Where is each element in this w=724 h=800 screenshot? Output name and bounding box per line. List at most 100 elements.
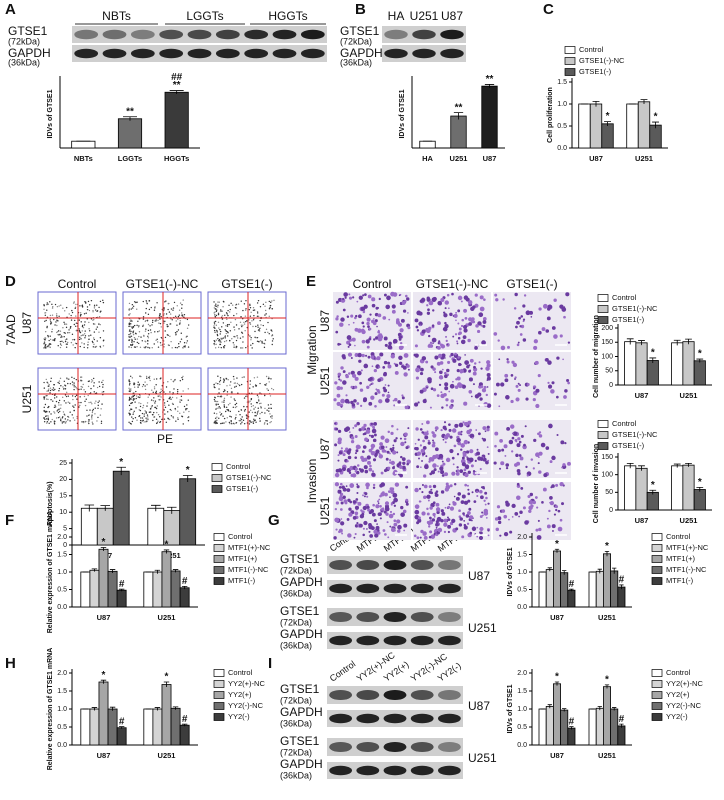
flow-dot [255, 385, 256, 386]
flow-dot [156, 408, 157, 409]
flow-dot [224, 345, 225, 346]
flow-dot [47, 415, 48, 416]
flow-dot [159, 313, 160, 314]
y-axis-label: IDVs of GTSE1 [507, 547, 514, 596]
cell [520, 315, 523, 318]
flow-dot [258, 300, 259, 301]
blot-band [412, 30, 436, 40]
y-axis-label: Cell proliferation [547, 87, 554, 143]
flow-dot [227, 326, 228, 327]
flow-dot [56, 401, 57, 402]
flow-dot [50, 323, 51, 324]
cell [402, 462, 405, 465]
flow-dot [215, 344, 216, 345]
flow-dot [56, 417, 57, 418]
flow-dot [264, 408, 265, 409]
flow-dot [269, 301, 270, 302]
cell [553, 298, 556, 301]
cell [358, 446, 361, 449]
cell [456, 466, 458, 468]
flow-dot [48, 417, 49, 418]
cell [392, 304, 396, 308]
flow-dot [103, 340, 104, 341]
flow-dot [146, 300, 147, 301]
flow-dot [233, 342, 234, 343]
cell [511, 374, 514, 377]
cell [485, 430, 487, 432]
cell [348, 353, 352, 357]
flow-dot [188, 324, 189, 325]
flow-dot [60, 385, 61, 386]
flow-dot [46, 418, 47, 419]
legend-swatch [598, 317, 608, 324]
bar [625, 342, 636, 385]
cell [437, 465, 439, 467]
flow-dot [227, 391, 228, 392]
cell [403, 510, 407, 514]
cell [501, 449, 504, 452]
flow-dot [62, 327, 63, 328]
blot-band [411, 560, 434, 570]
flow-dot [61, 335, 62, 336]
flow-dot [101, 382, 102, 383]
cell [429, 536, 432, 539]
bar [638, 102, 650, 148]
cell [345, 297, 347, 299]
cell [436, 520, 439, 523]
cell [360, 456, 364, 460]
flow-dot [242, 347, 243, 348]
flow-dot [188, 399, 189, 400]
cell [505, 378, 509, 382]
blot-band [188, 49, 212, 59]
cell [482, 514, 484, 516]
blot-band [329, 612, 352, 622]
cell [512, 516, 514, 518]
cell [357, 371, 362, 376]
cell [377, 378, 381, 382]
flow-dot [82, 306, 83, 307]
flow-dot [56, 315, 57, 316]
cell [519, 325, 521, 327]
flow-dot [246, 415, 247, 416]
cell [438, 340, 440, 342]
flow-dot [168, 344, 169, 345]
cell [476, 451, 480, 455]
flow-dot [94, 391, 95, 392]
flow-dot [75, 326, 76, 327]
flow-dot [230, 396, 231, 397]
cell [348, 372, 351, 375]
flow-dot [65, 421, 66, 422]
blot-label: GTSE1 [280, 604, 320, 618]
cell [563, 316, 566, 319]
flow-dot [147, 402, 148, 403]
cell [352, 374, 356, 378]
cell [350, 315, 353, 318]
flow-dot [261, 412, 262, 413]
flow-dot [217, 401, 218, 402]
legend-swatch [212, 475, 222, 482]
cell [474, 362, 476, 364]
flow-dot [45, 404, 46, 405]
flow-dot [188, 420, 189, 421]
blot-band [329, 636, 352, 646]
cell [552, 530, 554, 532]
blot-group: NBTs [102, 9, 131, 23]
cell [449, 405, 453, 409]
legend-swatch [214, 556, 224, 563]
cell [355, 533, 357, 535]
flow-dot [132, 344, 133, 345]
cell [441, 406, 443, 408]
cell [515, 454, 518, 457]
cell [427, 312, 430, 315]
flow-dot [241, 409, 242, 410]
cell [510, 400, 513, 403]
legend-swatch [214, 692, 224, 699]
flow-dot [46, 310, 47, 311]
flow-dot [74, 404, 75, 405]
flow-dot [214, 421, 215, 422]
cell [533, 398, 536, 401]
cell [426, 421, 430, 425]
cell [561, 502, 564, 505]
cell [443, 523, 447, 527]
cell [389, 496, 391, 498]
